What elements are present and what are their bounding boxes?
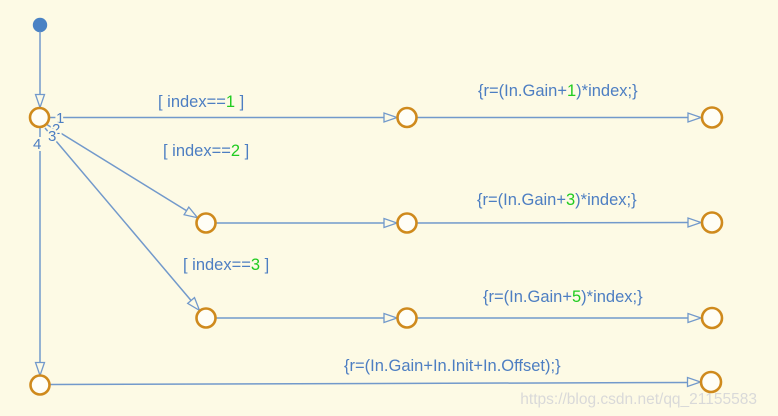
junction[interactable] xyxy=(700,306,724,330)
arrowhead-icon xyxy=(687,217,703,228)
arrowhead-icon xyxy=(383,112,399,123)
transition-branch-4[interactable] xyxy=(34,126,703,388)
transition-line xyxy=(44,127,193,302)
arrowhead-icon xyxy=(186,296,201,312)
junction[interactable] xyxy=(195,307,217,329)
junction[interactable] xyxy=(700,211,724,234)
transition-condition-label[interactable]: [ index==3 ] xyxy=(183,256,269,274)
transition-branch-3[interactable] xyxy=(44,127,703,324)
transition-line xyxy=(49,381,688,386)
junction[interactable] xyxy=(396,307,418,329)
arrowhead-icon xyxy=(686,376,703,388)
junction[interactable] xyxy=(700,106,724,129)
junction[interactable] xyxy=(396,106,418,129)
arrowhead-icon xyxy=(383,312,399,324)
transition-action-label[interactable]: {r=(In.Gain+In.Init+In.Offset);} xyxy=(344,357,561,375)
junction[interactable] xyxy=(28,106,51,129)
transition-branch-2[interactable] xyxy=(45,123,703,229)
transition-order-label: 2 xyxy=(52,121,60,138)
transition-order-label: 1 xyxy=(56,110,64,127)
transition-line xyxy=(45,123,188,212)
transition-action-label[interactable]: {r=(In.Gain+5)*index;} xyxy=(483,288,643,306)
transition-action-label[interactable]: {r=(In.Gain+1)*index;} xyxy=(478,82,638,100)
junction[interactable] xyxy=(195,212,217,234)
transition-order-label: 4 xyxy=(33,136,41,153)
transition-line xyxy=(416,221,689,224)
default-transition-dot xyxy=(32,17,48,33)
transition-condition-label[interactable]: [ index==2 ] xyxy=(163,142,249,160)
transition-order-label: 3 xyxy=(48,128,56,145)
transition-condition-label[interactable]: [ index==1 ] xyxy=(158,93,244,111)
arrowhead-icon xyxy=(687,112,703,123)
junction[interactable] xyxy=(699,370,723,394)
transition-action-label[interactable]: {r=(In.Gain+3)*index;} xyxy=(477,191,637,209)
transition-branch-1[interactable] xyxy=(49,112,703,123)
arrowhead-icon xyxy=(687,312,703,324)
arrowhead-icon xyxy=(34,361,46,378)
watermark-text: https://blog.csdn.net/qq_21155583 xyxy=(520,391,757,408)
default-transition[interactable] xyxy=(32,17,48,110)
junction[interactable] xyxy=(396,212,418,234)
arrowhead-icon xyxy=(183,205,200,219)
junction[interactable] xyxy=(29,374,51,396)
arrowhead-icon xyxy=(34,93,46,110)
arrowhead-icon xyxy=(383,217,399,229)
